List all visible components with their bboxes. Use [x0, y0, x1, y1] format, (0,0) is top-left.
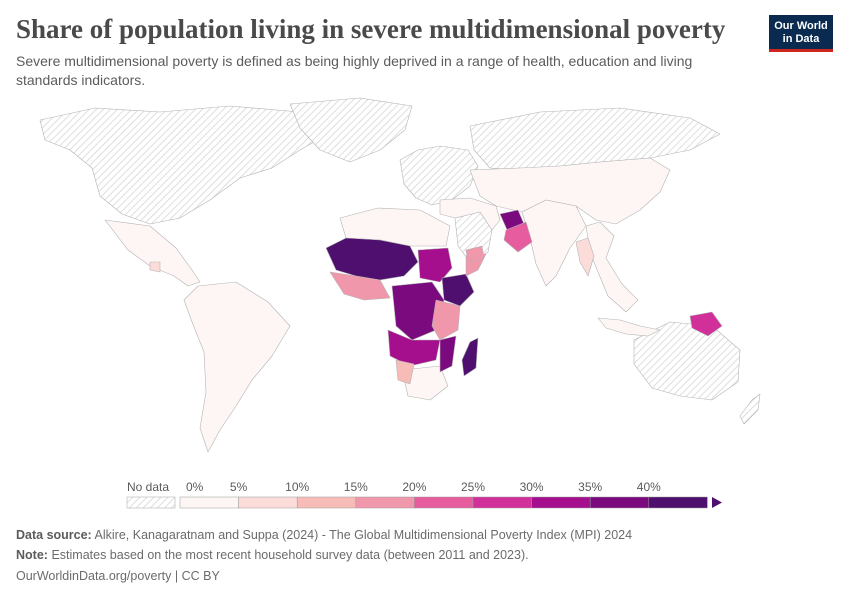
- source-link[interactable]: OurWorldinData.org/poverty: [16, 569, 172, 583]
- region-mexico-central-america[interactable]: [104, 219, 201, 287]
- chart-title: Share of population living in severe mul…: [16, 14, 726, 44]
- note: Note: Estimates based on the most recent…: [16, 548, 529, 562]
- region-west-africa-coast[interactable]: [329, 271, 391, 301]
- region-europe[interactable]: [399, 145, 479, 206]
- region-namibia[interactable]: [395, 359, 415, 385]
- region-sahel[interactable]: [325, 237, 419, 281]
- legend-bin-swatch[interactable]: [238, 496, 298, 509]
- legend-tick-label: 20%: [402, 480, 426, 494]
- logo-line-1: Our World: [774, 20, 828, 32]
- legend-bin-swatch[interactable]: [648, 496, 708, 509]
- legend-tick-label: 35%: [578, 480, 602, 494]
- legend-tick-label: 25%: [461, 480, 485, 494]
- region-north-america[interactable]: [39, 105, 336, 225]
- source-label: Data source:: [16, 528, 92, 542]
- legend-tick-label: 15%: [344, 480, 368, 494]
- region-india[interactable]: [521, 199, 587, 287]
- chart-subtitle: Severe multidimensional poverty is defin…: [16, 53, 693, 88]
- note-text: Estimates based on the most recent house…: [51, 548, 529, 562]
- region-guatemala[interactable]: [149, 261, 161, 273]
- region-pakistan[interactable]: [503, 221, 533, 253]
- note-label: Note:: [16, 548, 48, 562]
- region-south-america[interactable]: [183, 281, 291, 453]
- region-yemen[interactable]: [465, 245, 485, 263]
- license-text: | CC BY: [174, 569, 220, 583]
- region-myanmar[interactable]: [575, 237, 595, 277]
- region-indonesia[interactable]: [597, 317, 661, 337]
- region-new-zealand[interactable]: [739, 393, 761, 425]
- source-text: Alkire, Kanagaratnam and Suppa (2024) - …: [94, 528, 633, 542]
- legend-tick-label: 5%: [230, 480, 248, 494]
- legend-bin-swatch[interactable]: [472, 496, 532, 509]
- legend-no-data-swatch[interactable]: [126, 496, 176, 509]
- legend-bin-swatch[interactable]: [531, 496, 591, 509]
- world-map[interactable]: [0, 96, 850, 476]
- region-middle-east[interactable]: [439, 197, 501, 231]
- legend-bin-swatch[interactable]: [414, 496, 474, 509]
- region-east-africa[interactable]: [431, 299, 461, 341]
- region-madagascar[interactable]: [461, 337, 479, 377]
- legend-arrow: [712, 497, 722, 508]
- legend-no-data-label: No data: [127, 480, 169, 494]
- region-ethiopia[interactable]: [441, 273, 475, 307]
- footer-links: OurWorldinData.org/poverty | CC BY: [16, 569, 220, 583]
- region-southeast-asia[interactable]: [585, 221, 639, 313]
- legend-bin-swatch[interactable]: [589, 496, 650, 509]
- legend-bin-swatch[interactable]: [355, 496, 415, 509]
- region-australia[interactable]: [633, 321, 741, 401]
- data-source: Data source: Alkire, Kanagaratnam and Su…: [16, 528, 632, 542]
- color-legend: No data 0% 5% 10% 15% 20% 25% 30% 35% 40%: [126, 480, 722, 509]
- region-angola-zambia[interactable]: [387, 329, 441, 367]
- region-mozambique[interactable]: [439, 335, 457, 373]
- region-russia[interactable]: [469, 107, 721, 171]
- logo-line-2: in Data: [782, 33, 820, 45]
- region-sudan[interactable]: [417, 247, 453, 283]
- region-southern-africa[interactable]: [401, 365, 449, 401]
- legend-tick-label: 0%: [186, 480, 204, 494]
- legend-tick-label: 40%: [637, 480, 661, 494]
- legend-tick-label: 10%: [285, 480, 309, 494]
- legend-bin-swatch[interactable]: [179, 496, 239, 509]
- region-central-asia-china[interactable]: [469, 157, 671, 225]
- region-greenland[interactable]: [289, 97, 413, 163]
- legend-tick-label: 30%: [520, 480, 544, 494]
- region-papua-new-guinea[interactable]: [689, 311, 723, 337]
- owid-logo[interactable]: Our World in Data: [769, 15, 833, 52]
- legend-bin-swatch[interactable]: [296, 496, 357, 509]
